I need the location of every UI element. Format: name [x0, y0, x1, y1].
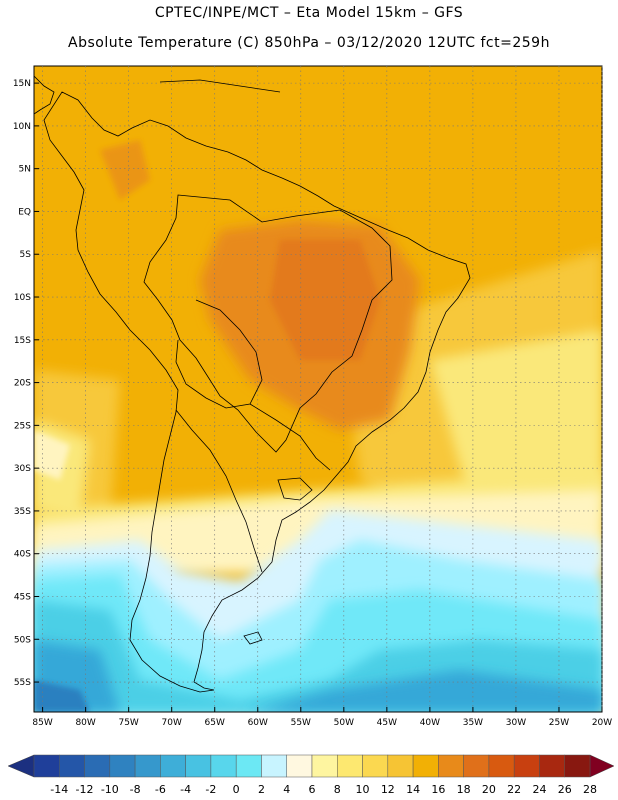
lon-tick-label: 80W — [75, 718, 95, 728]
map-frame — [33, 65, 603, 713]
colorbar-tick-label: 16 — [431, 783, 445, 796]
colorbar-swatch — [513, 754, 540, 778]
lon-tick-label: 50W — [334, 718, 354, 728]
lat-tick-label: 45S — [14, 592, 31, 602]
colorbar-swatch — [261, 754, 287, 778]
coastlines — [34, 75, 471, 693]
lat-tick-label: 15N — [13, 79, 31, 89]
lat-tick-label: 20S — [14, 379, 31, 389]
colorbar-tick-label: -6 — [155, 783, 166, 796]
field-blue-dark — [34, 680, 90, 712]
colorbar-tick-label: 12 — [381, 783, 395, 796]
colorbar-swatch — [337, 754, 363, 778]
colorbar-swatch — [539, 754, 565, 778]
colorbar-tick-label: -8 — [130, 783, 141, 796]
colorbar-swatch — [134, 754, 161, 778]
lon-tick-label: 20W — [592, 718, 612, 728]
coastline-uruguay-lake — [277, 477, 313, 501]
colorbar-tick-label: 8 — [334, 783, 341, 796]
colorbar-tick-label: 18 — [457, 783, 471, 796]
field-blue-se — [250, 670, 602, 712]
colorbar-swatch — [463, 754, 490, 778]
coastline-caribbean — [159, 79, 281, 93]
colorbar-swatch — [185, 754, 212, 778]
field-hot-colombia — [100, 140, 150, 200]
graticule — [34, 66, 603, 712]
field-very-hot-core — [270, 240, 380, 360]
colorbar-swatch — [235, 754, 262, 778]
colorbar-swatch — [412, 754, 439, 778]
lon-tick-label: 25W — [549, 718, 569, 728]
colorbar-tick-label: 14 — [406, 783, 420, 796]
temperature-field — [34, 66, 602, 712]
colorbar-tick-label: 4 — [283, 783, 290, 796]
colorbar-tick-label: 6 — [309, 783, 316, 796]
lat-tick-label: 50S — [14, 635, 31, 645]
lon-tick-label: 45W — [377, 718, 397, 728]
colorbar-swatch — [362, 754, 389, 778]
colorbar-swatch — [84, 754, 111, 778]
latitude-axis: 15N 10N 5N EQ 5S 10S 15S 20S 25S 30S 35S 40S 45S 50S 5… — [13, 79, 31, 688]
colorbar-swatch — [59, 754, 85, 778]
lon-tick-label: 30W — [506, 718, 526, 728]
border-argentina — [249, 403, 331, 471]
colorbar-tick-label: -4 — [180, 783, 191, 796]
colorbar-tick-label: 26 — [558, 783, 572, 796]
colorbar-tick-label: 22 — [507, 783, 521, 796]
lon-tick-label: 60W — [248, 718, 268, 728]
colorbar-tick-label: 0 — [233, 783, 240, 796]
colorbar: -14 -12 -10 -8 -6 -4 -2 0 2 4 6 8 10 12 14 16 18 20 22 24 26… — [7, 754, 615, 796]
lat-tick-label: 15S — [14, 336, 31, 346]
colorbar-swatch — [286, 754, 313, 778]
lat-tick-label: 30S — [14, 464, 31, 474]
lon-tick-label: 40W — [420, 718, 440, 728]
lat-tick-label: 35S — [14, 507, 31, 517]
colorbar-tick-label: -10 — [101, 783, 119, 796]
colorbar-tick-label: 28 — [583, 783, 597, 796]
colorbar-tick-label: 20 — [482, 783, 496, 796]
lat-tick-label: 40S — [14, 550, 31, 560]
colorbar-swatch — [160, 754, 186, 778]
border-brazil — [143, 194, 393, 453]
lat-tick-label: EQ — [18, 207, 31, 217]
lat-tick-label: 5S — [20, 250, 32, 260]
lon-tick-label: 70W — [162, 718, 182, 728]
lon-tick-label: 85W — [32, 718, 52, 728]
colorbar-swatch — [438, 754, 464, 778]
lon-tick-label: 55W — [291, 718, 311, 728]
coastline-south-america — [43, 91, 471, 693]
colorbar-tick-label: -12 — [76, 783, 94, 796]
colorbar-tick-label: 24 — [532, 783, 546, 796]
lat-tick-label: 25S — [14, 421, 31, 431]
colorbar-swatch — [564, 754, 591, 778]
lat-tick-label: 55S — [14, 678, 31, 688]
lat-tick-label: 5N — [19, 165, 31, 175]
chart-subtitle: Absolute Temperature (C) 850hPa – 03/12/… — [68, 35, 550, 51]
colorbar-swatch — [109, 754, 136, 778]
colorbar-swatch — [33, 754, 60, 778]
lat-tick-label: 10S — [14, 293, 31, 303]
colorbar-swatch — [387, 754, 414, 778]
field-pale-pacific — [34, 430, 70, 480]
border-andes — [175, 409, 263, 573]
coastline-central-america — [34, 75, 55, 115]
chart-title: CPTEC/INPE/MCT – Eta Model 15km – GFS — [154, 5, 464, 21]
colorbar-under-arrow — [7, 754, 35, 778]
colorbar-swatch — [210, 754, 237, 778]
lon-tick-label: 65W — [205, 718, 225, 728]
lon-tick-label: 35W — [463, 718, 483, 728]
colorbar-tick-label: 10 — [356, 783, 370, 796]
colorbar-tick-label: -14 — [50, 783, 68, 796]
colorbar-swatch — [488, 754, 515, 778]
colorbar-swatch — [311, 754, 338, 778]
coastline-falklands — [243, 631, 263, 645]
longitude-axis: 85W 80W 75W 70W 65W 60W 55W 50W 45W 40W 35W 30W 25W 2… — [32, 718, 612, 728]
lon-tick-label: 75W — [118, 718, 138, 728]
colorbar-over-arrow — [589, 754, 615, 778]
colorbar-tick-label: -2 — [205, 783, 216, 796]
lat-tick-label: 10N — [13, 122, 31, 132]
colorbar-tick-label: 2 — [258, 783, 265, 796]
